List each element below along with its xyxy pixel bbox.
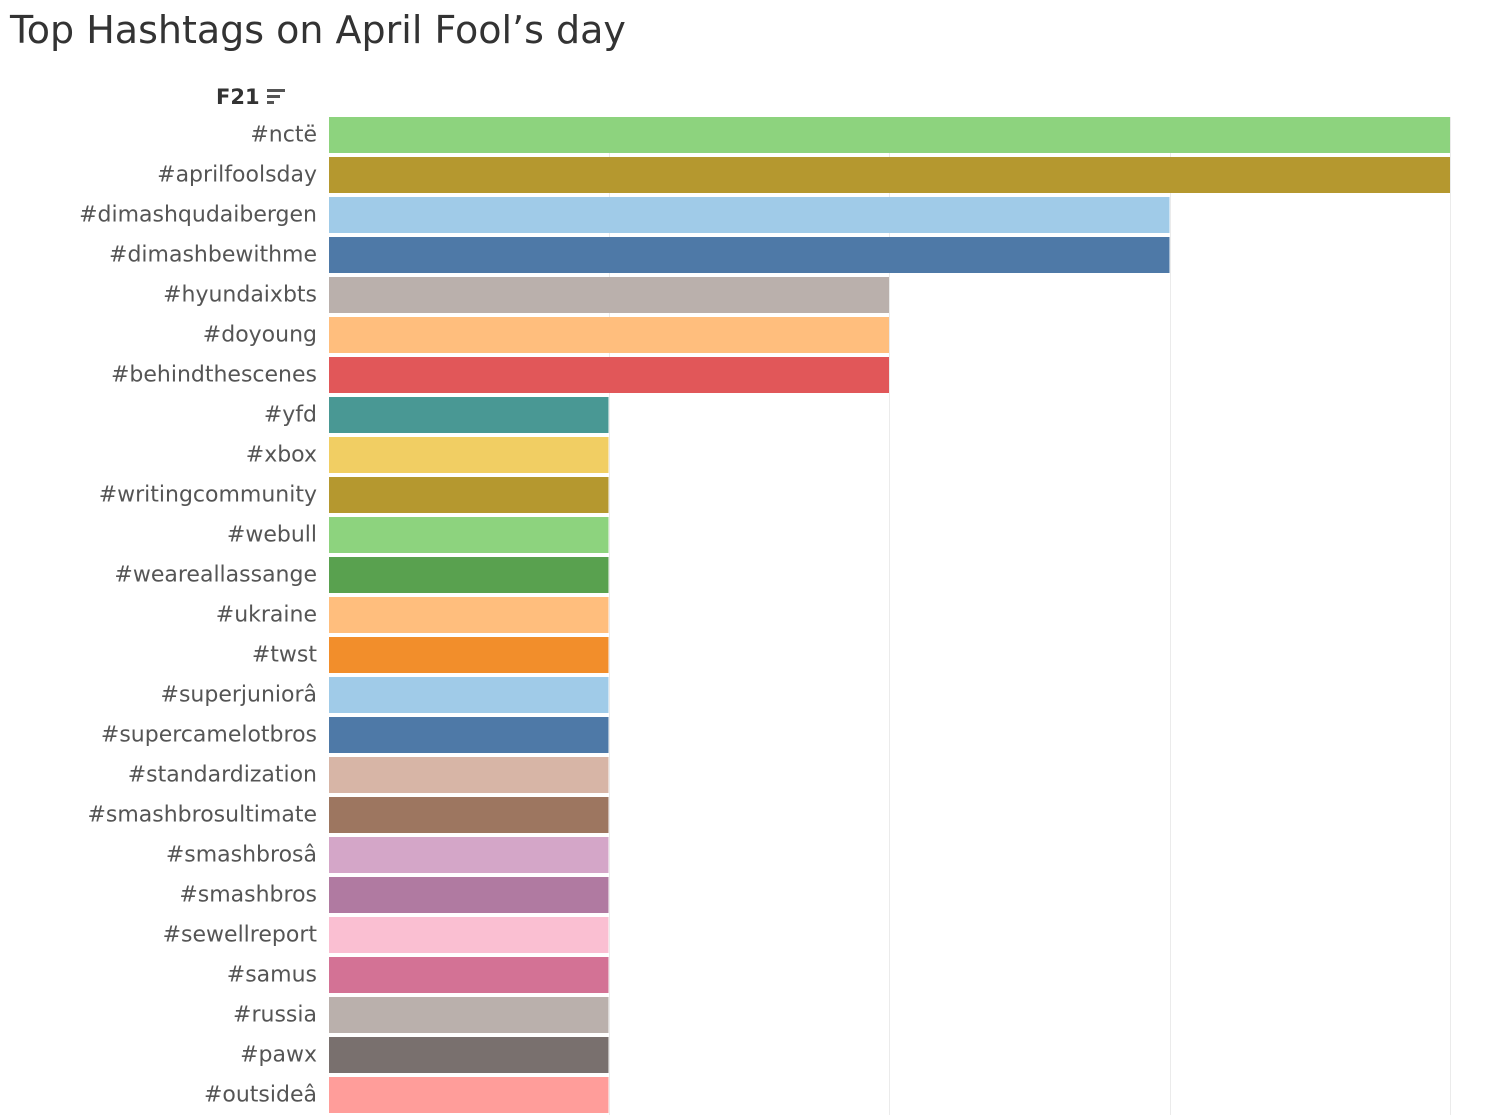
category-label: #twst <box>252 643 318 668</box>
category-label: #nctë <box>250 123 317 148</box>
category-label: #xbox <box>246 443 317 468</box>
sort-descending-icon[interactable] <box>266 87 286 107</box>
category-label: #dimashbewithme <box>109 243 317 268</box>
bar[interactable] <box>329 317 889 353</box>
bar[interactable] <box>329 397 609 433</box>
category-labels: #nctë #aprilfoolsday #dimashqudaibergen #di… <box>79 123 317 1108</box>
bar[interactable] <box>329 837 609 873</box>
category-label: #supercamelotbros <box>101 723 317 748</box>
bar[interactable] <box>329 637 609 673</box>
bar[interactable] <box>329 797 609 833</box>
category-label: #smashbrosâ <box>166 843 317 868</box>
bar[interactable] <box>329 917 609 953</box>
bar[interactable] <box>329 557 609 593</box>
bar[interactable] <box>329 237 1170 273</box>
category-label: #standardization <box>128 763 317 788</box>
category-label: #dimashqudaibergen <box>79 203 317 228</box>
bar[interactable] <box>329 957 609 993</box>
bar[interactable] <box>329 117 1450 153</box>
bar[interactable] <box>329 997 609 1033</box>
category-label: #superjuniorâ <box>161 683 317 708</box>
field-label: F21 <box>216 85 260 109</box>
bar[interactable] <box>329 437 609 473</box>
chart-title: Top Hashtags on April Fool’s day <box>10 8 626 52</box>
bars <box>329 117 1450 1113</box>
gridlines <box>609 117 1451 1115</box>
bar[interactable] <box>329 477 609 513</box>
category-label: #hyundaixbts <box>163 283 317 308</box>
column-header: F21 <box>216 84 286 110</box>
category-label: #weareallassange <box>114 563 317 588</box>
bar[interactable] <box>329 1077 609 1113</box>
category-label: #yfd <box>264 403 317 428</box>
category-label: #aprilfoolsday <box>157 163 317 188</box>
bar[interactable] <box>329 1037 609 1073</box>
bar[interactable] <box>329 517 609 553</box>
bar[interactable] <box>329 197 1170 233</box>
category-label: #smashbros <box>179 883 317 908</box>
category-label: #russia <box>233 1003 317 1028</box>
bar[interactable] <box>329 157 1450 193</box>
bar[interactable] <box>329 717 609 753</box>
category-label: #pawx <box>240 1043 317 1068</box>
category-label: #doyoung <box>203 323 317 348</box>
category-label: #writingcommunity <box>99 483 317 508</box>
bar[interactable] <box>329 597 609 633</box>
category-label: #behindthescenes <box>111 363 317 388</box>
category-label: #webull <box>227 523 317 548</box>
category-label: #sewellreport <box>163 923 318 948</box>
category-label: #samus <box>227 963 317 988</box>
bar[interactable] <box>329 677 609 713</box>
bar[interactable] <box>329 277 889 313</box>
bar[interactable] <box>329 877 609 913</box>
bar[interactable] <box>329 757 609 793</box>
category-label: #outsideâ <box>204 1083 317 1108</box>
category-label: #smashbrosultimate <box>87 803 317 828</box>
bar[interactable] <box>329 357 889 393</box>
category-label: #ukraine <box>216 603 317 628</box>
